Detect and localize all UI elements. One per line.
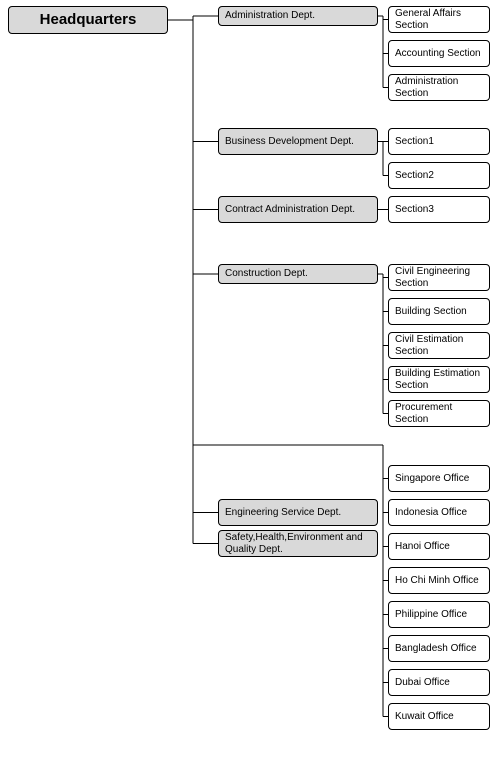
section-s3: Section3	[388, 196, 490, 223]
dept-admin: Administration Dept.	[218, 6, 378, 26]
dept-constr: Construction Dept.	[218, 264, 378, 284]
section-proc: Procurement Section	[388, 400, 490, 427]
section-bldest: Building Estimation Section	[388, 366, 490, 393]
office-kw: Kuwait Office	[388, 703, 490, 730]
section-bld: Building Section	[388, 298, 490, 325]
office-id: Indonesia Office	[388, 499, 490, 526]
section-acct: Accounting Section	[388, 40, 490, 67]
dept-engsvc: Engineering Service Dept.	[218, 499, 378, 526]
section-s1: Section1	[388, 128, 490, 155]
office-hcm: Ho Chi Minh Office	[388, 567, 490, 594]
section-civeng: Civil Engineering Section	[388, 264, 490, 291]
office-dxb: Dubai Office	[388, 669, 490, 696]
dept-bizdev: Business Development Dept.	[218, 128, 378, 155]
office-bd: Bangladesh Office	[388, 635, 490, 662]
headquarters-box: Headquarters	[8, 6, 168, 34]
office-hn: Hanoi Office	[388, 533, 490, 560]
dept-contract: Contract Administration Dept.	[218, 196, 378, 223]
section-adminsec: Administration Section	[388, 74, 490, 101]
section-s2: Section2	[388, 162, 490, 189]
office-sg: Singapore Office	[388, 465, 490, 492]
dept-sheq: Safety,Health,Environment and Quality De…	[218, 530, 378, 557]
section-civest: Civil Estimation Section	[388, 332, 490, 359]
office-ph: Philippine Office	[388, 601, 490, 628]
section-gen: General Affairs Section	[388, 6, 490, 33]
